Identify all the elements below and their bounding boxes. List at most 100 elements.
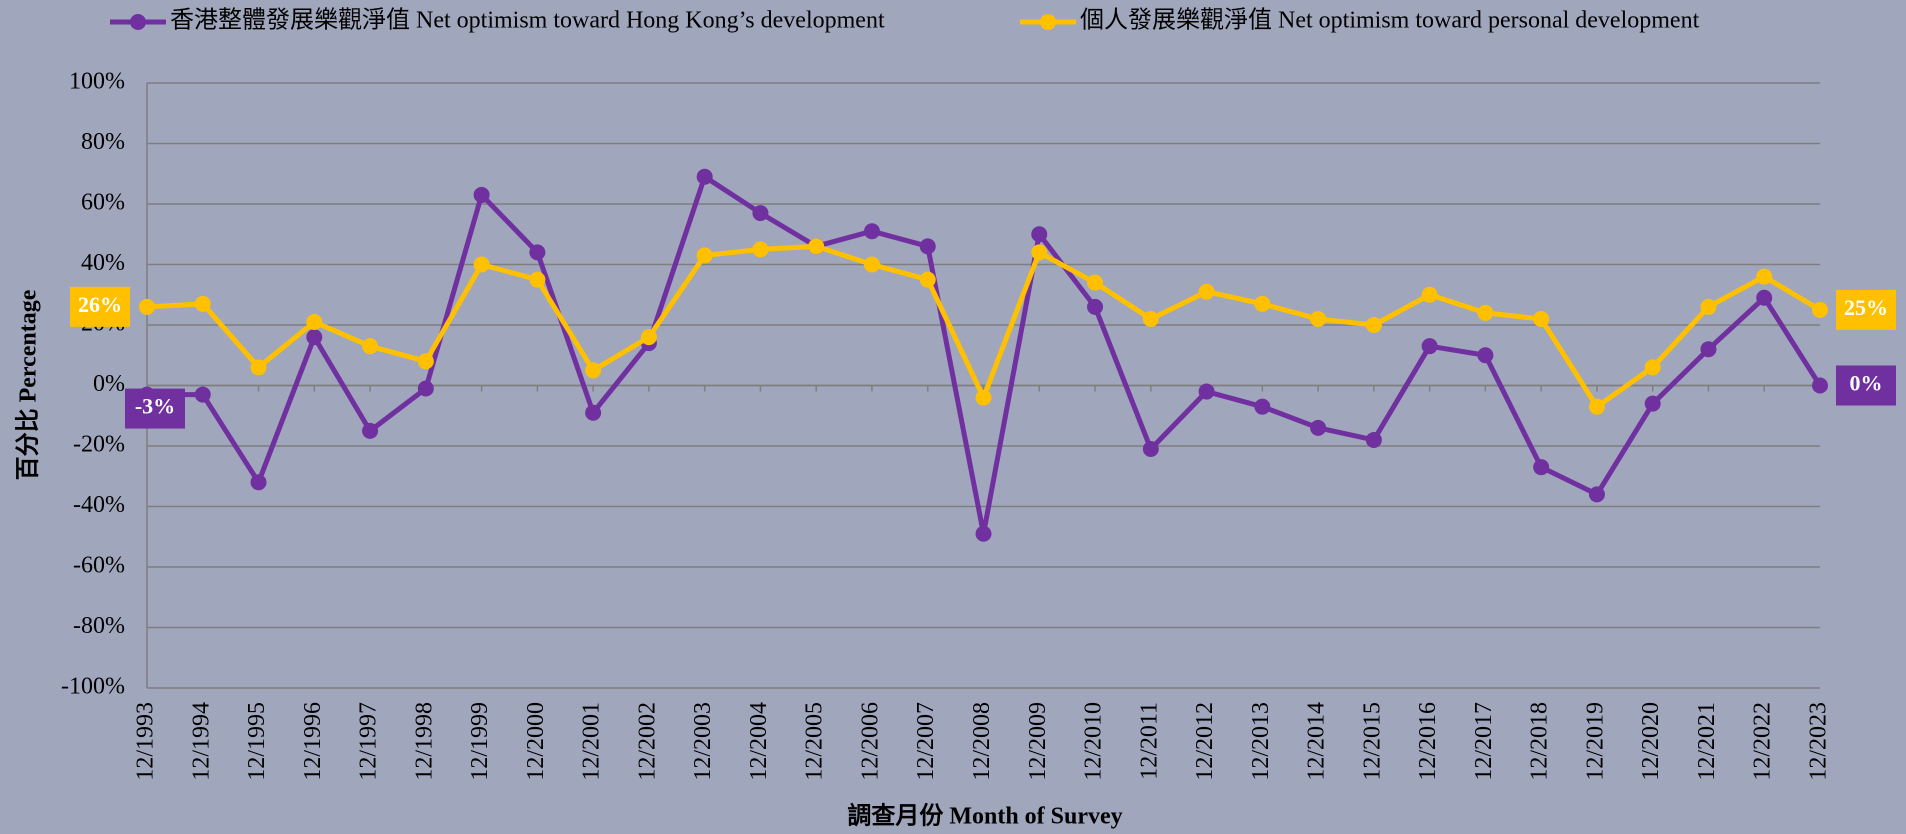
point (1087, 298, 1104, 315)
legend-marker (1040, 14, 1056, 30)
value-label: 25% (1844, 295, 1888, 320)
value-label: 0% (1850, 371, 1883, 396)
x-tick-label: 12/2017 (1471, 702, 1497, 781)
point (1644, 395, 1661, 412)
value-label-box (70, 286, 130, 327)
point (1477, 304, 1494, 321)
x-tick-label: 12/2002 (634, 702, 660, 781)
point (1421, 286, 1438, 303)
x-tick-label: 12/2012 (1192, 702, 1218, 781)
point (473, 186, 490, 203)
point (1031, 244, 1048, 261)
x-tick-label: 12/2016 (1415, 702, 1441, 781)
x-tick-label: 12/2013 (1248, 702, 1274, 781)
point (975, 525, 992, 542)
point (1700, 298, 1717, 315)
value-label-box (1836, 365, 1896, 406)
y-tick-label: -100% (61, 674, 125, 700)
point (306, 313, 323, 330)
y-tick-label: -60% (73, 553, 125, 579)
point (752, 241, 769, 258)
x-tick-label: 12/1994 (188, 702, 214, 781)
x-tick-label: 12/2018 (1527, 702, 1553, 781)
legend-label: 個人發展樂觀淨值 Net optimism toward personal de… (1080, 7, 1700, 34)
point (1533, 459, 1550, 476)
y-tick-label: 80% (81, 129, 125, 155)
point (194, 295, 211, 312)
x-tick-label: 12/2021 (1694, 702, 1720, 781)
x-tick-label: 12/2004 (746, 702, 772, 781)
point (1756, 268, 1773, 285)
x-tick-label: 12/1993 (133, 702, 159, 781)
point (1031, 226, 1048, 243)
x-tick-label: 12/2019 (1582, 702, 1608, 781)
y-tick-label: 0% (93, 371, 125, 397)
x-tick-label: 12/2010 (1081, 702, 1107, 781)
point (863, 256, 880, 273)
x-tick-label: 12/2011 (1136, 702, 1162, 780)
legend-label: 香港整體發展樂觀淨值 Net optimism toward Hong Kong… (170, 7, 885, 34)
point (585, 404, 602, 421)
point (752, 205, 769, 222)
point (250, 474, 267, 491)
point (417, 380, 434, 397)
x-tick-label: 12/2014 (1304, 702, 1330, 781)
point (585, 362, 602, 379)
x-tick-label: 12/2001 (579, 702, 605, 781)
x-tick-label: 12/2005 (802, 702, 828, 781)
point (417, 353, 434, 370)
point (362, 338, 379, 355)
x-tick-label: 12/2023 (1806, 702, 1832, 781)
x-tick-label: 12/1999 (467, 702, 493, 781)
x-tick-label: 12/1996 (300, 702, 326, 781)
legend-marker (130, 14, 146, 30)
point (529, 271, 546, 288)
point (1588, 486, 1605, 503)
point (919, 271, 936, 288)
point (975, 389, 992, 406)
y-tick-label: 60% (81, 190, 125, 216)
x-tick-label: 12/2000 (523, 702, 549, 781)
legend-item: 個人發展樂觀淨值 Net optimism toward personal de… (1020, 7, 1700, 34)
point (696, 247, 713, 264)
point (1700, 341, 1717, 358)
y-tick-label: -40% (73, 492, 125, 518)
point (1310, 419, 1327, 436)
y-tick-label: -20% (73, 432, 125, 458)
point (250, 359, 267, 376)
point (1365, 431, 1382, 448)
point (1812, 377, 1828, 394)
x-tick-label: 12/2022 (1750, 702, 1776, 781)
value-label-box (1836, 289, 1896, 330)
x-axis-title: 調查月份 Month of Survey (847, 802, 1122, 830)
y-tick-label: 40% (81, 250, 125, 276)
point (1477, 347, 1494, 364)
point (1812, 301, 1828, 318)
x-tick-label: 12/2007 (913, 702, 939, 781)
point (1756, 289, 1773, 306)
point (362, 422, 379, 439)
point (1142, 310, 1159, 327)
y-axis-title: 百分比 Percentage (15, 289, 42, 480)
point (640, 329, 657, 346)
point (473, 256, 490, 273)
point (1533, 310, 1550, 327)
x-tick-label: 12/1997 (356, 702, 382, 781)
point (139, 298, 155, 315)
point (1365, 317, 1382, 333)
x-tick-label: 12/1998 (411, 702, 437, 781)
point (1142, 441, 1159, 458)
y-tick-label: 100% (69, 69, 125, 95)
point (1087, 274, 1104, 291)
point (1198, 383, 1215, 400)
x-tick-label: 12/2015 (1359, 702, 1385, 781)
point (306, 329, 323, 346)
x-tick-label: 12/1995 (244, 702, 270, 781)
point (1421, 338, 1438, 355)
x-tick-label: 12/2009 (1025, 702, 1051, 781)
x-tick-label: 12/2020 (1638, 702, 1664, 781)
y-tick-label: -80% (73, 613, 125, 639)
point (1254, 295, 1271, 312)
point (1588, 398, 1605, 415)
